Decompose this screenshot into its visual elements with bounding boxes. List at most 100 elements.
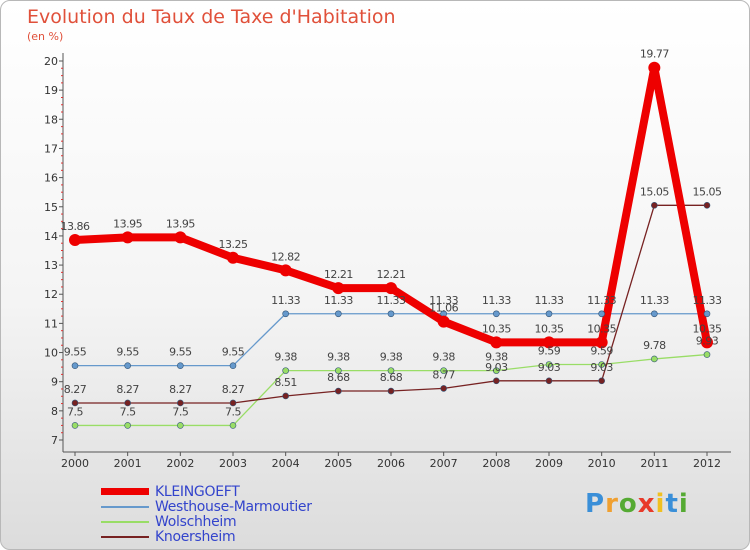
data-point (229, 362, 237, 369)
data-point (71, 399, 79, 407)
y-tick-label: 15 (44, 201, 58, 214)
brand-letter: x (637, 489, 656, 519)
data-label: 9.38 (274, 351, 297, 364)
y-tick-label: 10 (44, 347, 58, 360)
data-point (69, 234, 81, 247)
data-point (543, 336, 555, 349)
data-point (703, 310, 711, 318)
data-point (121, 231, 134, 244)
data-label: 12.21 (324, 268, 353, 281)
x-tick-label: 2002 (166, 457, 194, 470)
data-point (545, 310, 553, 318)
data-label: 8.27 (169, 383, 192, 396)
legend-item: Wolschheim (101, 514, 361, 530)
data-label: 8.27 (64, 383, 87, 396)
data-label: 9.38 (327, 351, 350, 364)
chart-title: Evolution du Taux de Taxe d'Habitation (27, 6, 396, 28)
y-tick-label: 13 (44, 259, 58, 272)
data-point (385, 282, 397, 295)
data-label: 12.21 (377, 268, 406, 281)
data-label: 11.33 (482, 294, 511, 307)
data-point (332, 282, 345, 295)
data-point (598, 377, 605, 385)
data-label: 7.5 (225, 405, 241, 418)
data-point (177, 399, 184, 407)
data-point (493, 367, 500, 374)
x-tick-label: 2003 (219, 457, 247, 470)
data-label: 11.06 (429, 302, 458, 315)
data-point (440, 385, 447, 392)
legend-swatch (101, 521, 149, 523)
y-tick-label: 18 (44, 113, 58, 126)
data-point (335, 367, 342, 374)
data-point (598, 361, 605, 368)
legend-item: Westhouse-Marmoutier (101, 499, 361, 515)
data-label: 9.78 (643, 339, 666, 352)
data-label: 8.68 (380, 371, 403, 384)
brand-letter: i (678, 489, 689, 519)
data-point (229, 422, 237, 429)
data-point (598, 310, 605, 318)
data-label: 11.33 (535, 294, 564, 307)
data-point (387, 310, 395, 318)
data-label: 15.05 (693, 185, 722, 198)
data-label: 13.95 (113, 217, 142, 230)
y-tick-label: 11 (44, 317, 58, 330)
data-label: 8.51 (274, 376, 297, 389)
data-point (124, 362, 131, 369)
data-point (229, 399, 237, 407)
data-point (437, 315, 450, 328)
brand-letter: i (655, 489, 666, 519)
data-point (545, 361, 553, 368)
y-tick-label: 19 (44, 84, 58, 97)
y-tick-label: 8 (51, 405, 58, 418)
data-point (651, 355, 658, 363)
data-label: 11.33 (377, 294, 406, 307)
data-label: 19.77 (640, 48, 669, 61)
data-point (490, 336, 503, 349)
data-point (335, 310, 342, 318)
data-label: 11.33 (429, 294, 458, 307)
x-tick-label: 2007 (430, 457, 458, 470)
data-point (227, 251, 239, 264)
x-tick-label: 2006 (377, 457, 405, 470)
data-label: 9.03 (538, 361, 561, 374)
data-point (703, 351, 711, 358)
legend-label: KLEINGOEFT (155, 484, 240, 500)
data-point (701, 336, 713, 349)
data-point (651, 202, 658, 209)
data-point (651, 310, 658, 318)
x-tick-label: 2012 (693, 457, 721, 470)
data-label: 8.27 (116, 383, 139, 396)
legend-label: Wolschheim (155, 514, 237, 530)
brand-letter: P (585, 489, 606, 519)
data-label: 9.55 (64, 346, 87, 359)
legend: KLEINGOEFT Westhouse-Marmoutier Wolschheim… (101, 484, 361, 545)
data-label: 9.38 (432, 351, 455, 364)
y-tick-label: 16 (44, 172, 58, 185)
legend-item: KLEINGOEFT (101, 484, 361, 500)
brand-letter: r (605, 489, 619, 519)
data-label: 9.38 (380, 351, 403, 364)
brand-logo: Proxiti (585, 489, 689, 519)
x-tick-label: 2004 (272, 457, 300, 470)
y-tick-label: 12 (44, 288, 58, 301)
data-label: 9.55 (169, 346, 192, 359)
data-point (124, 422, 131, 429)
data-label: 12.82 (271, 250, 300, 263)
chart-unit-label: (en %) (27, 30, 64, 43)
data-point (279, 264, 292, 277)
data-label: 9.38 (485, 351, 508, 364)
y-tick-label: 17 (44, 142, 58, 155)
legend-swatch (101, 506, 149, 508)
legend-swatch (101, 488, 149, 495)
data-label: 10.35 (482, 322, 511, 335)
data-point (71, 422, 79, 429)
y-tick-label: 20 (44, 55, 58, 68)
data-label: 13.86 (61, 220, 90, 233)
data-label: 8.27 (222, 383, 245, 396)
data-label: 13.95 (166, 217, 195, 230)
data-point (648, 61, 661, 74)
legend-label: Westhouse-Marmoutier (155, 499, 312, 515)
